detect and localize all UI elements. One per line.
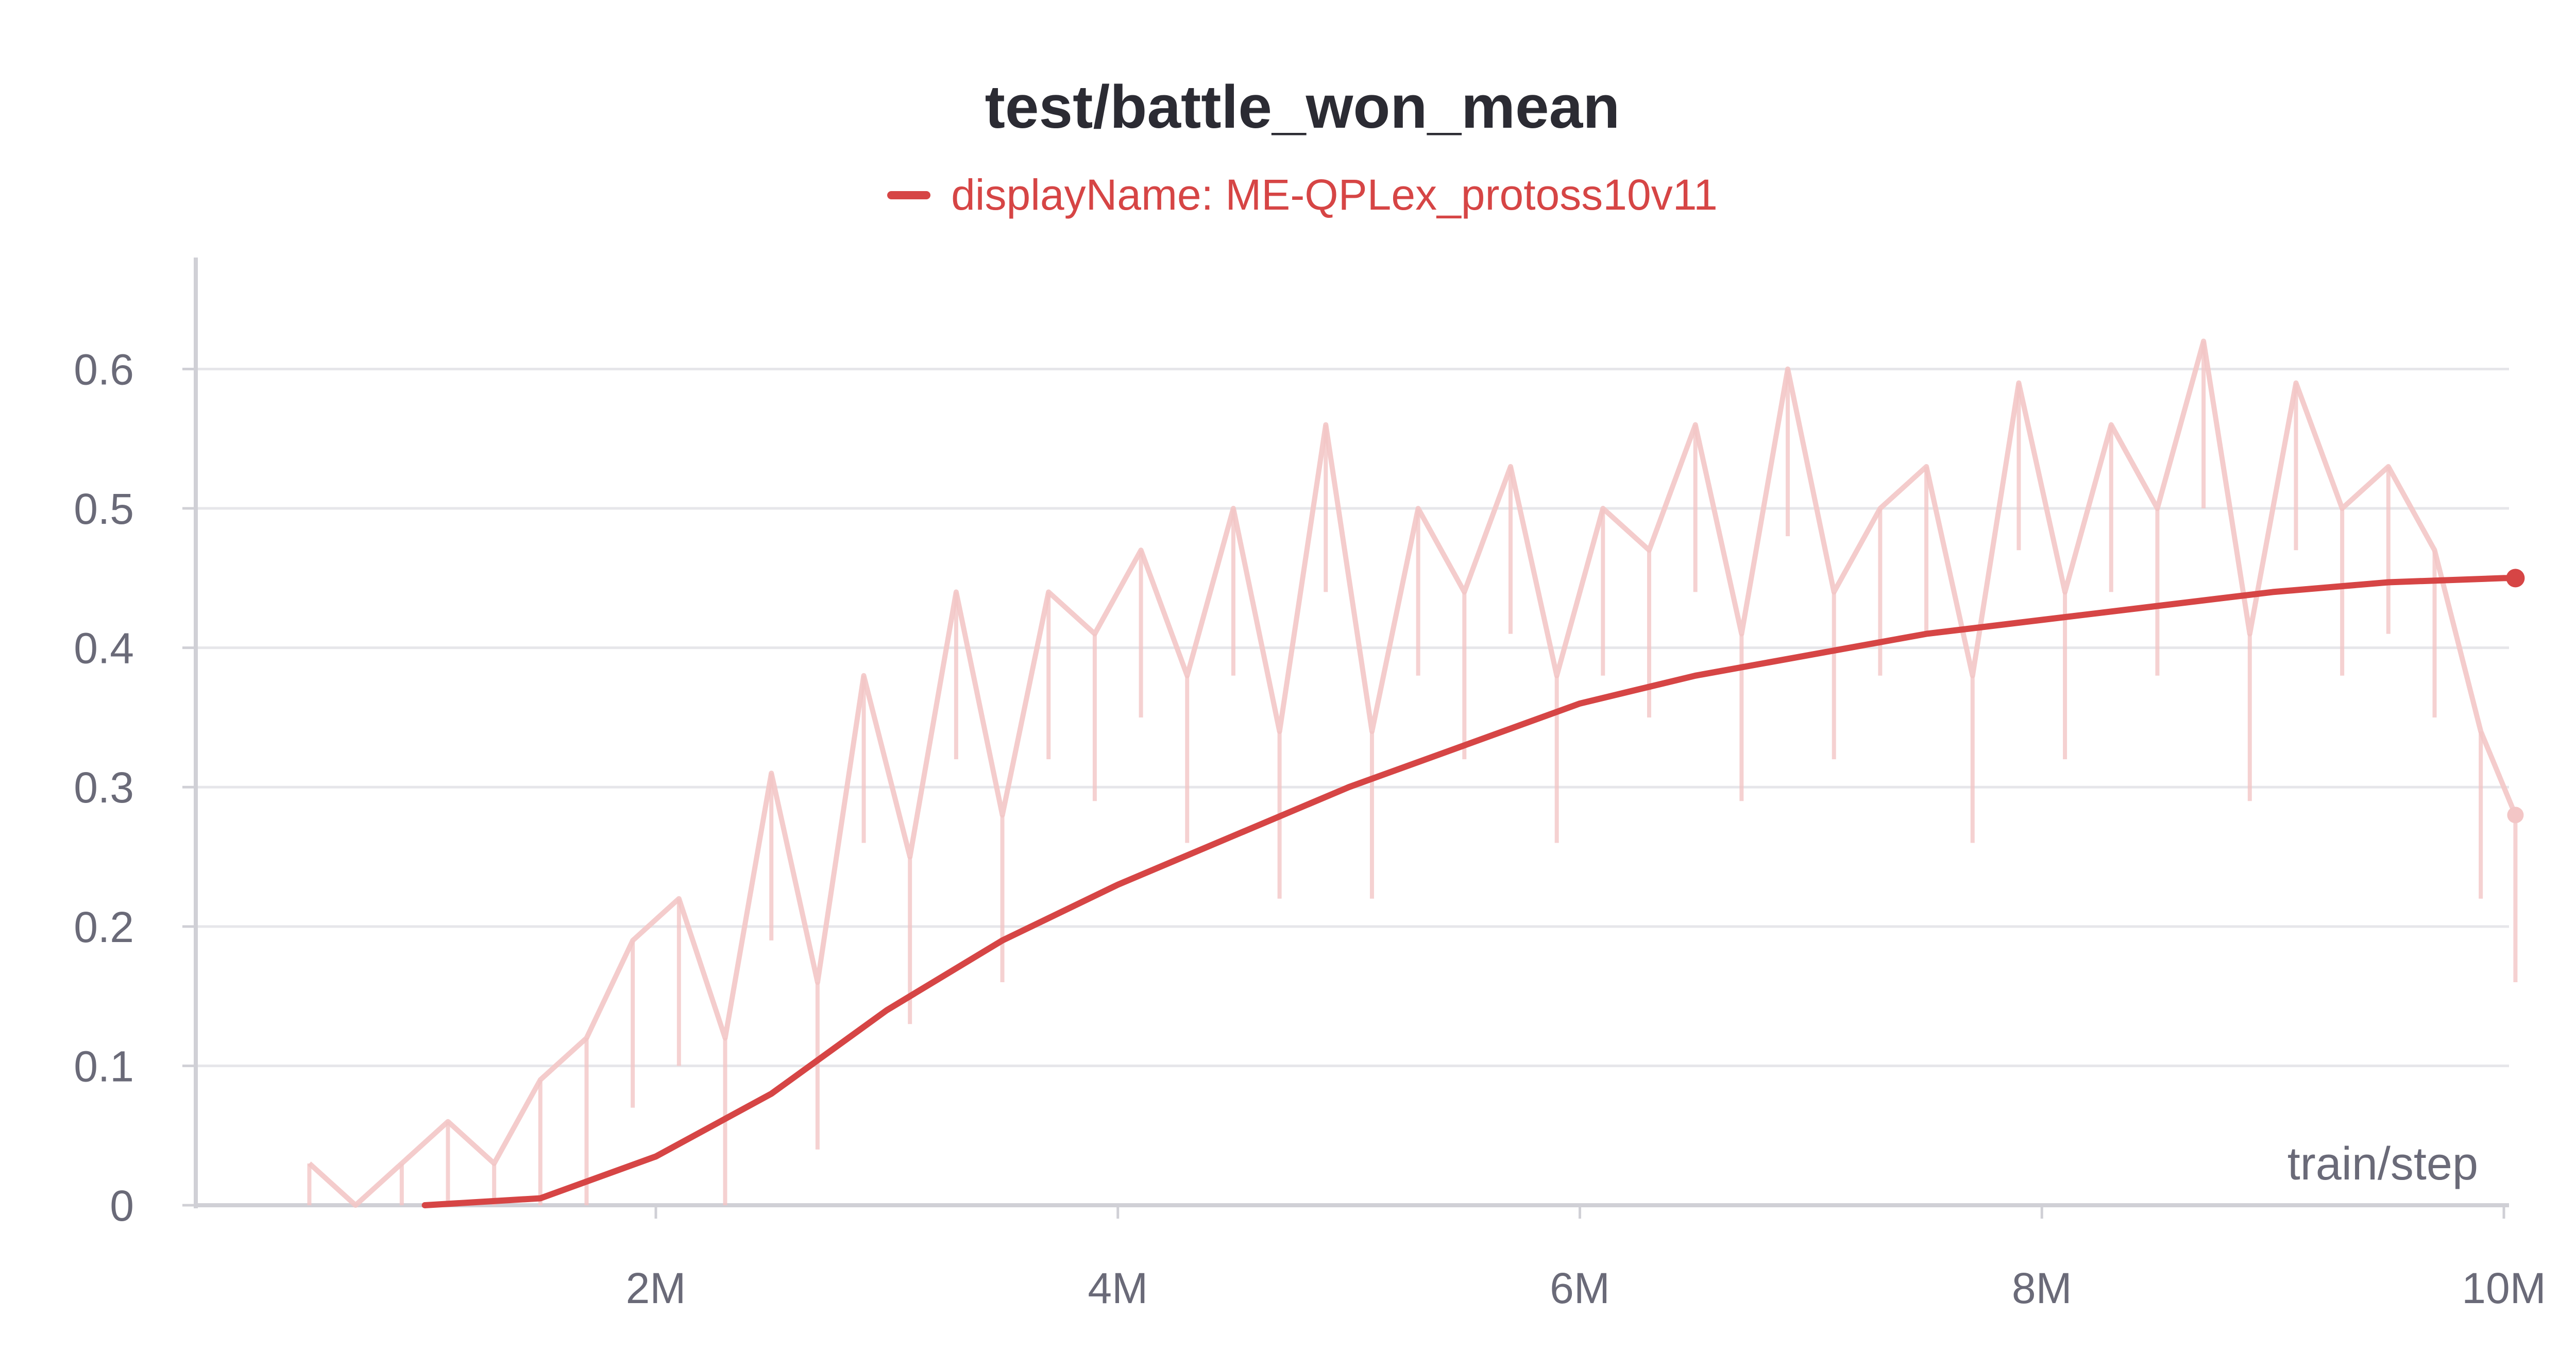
x-tick-label: 2M [626, 1264, 686, 1312]
y-tick-label: 0.4 [74, 624, 134, 673]
smoothed-series-end-point [2506, 569, 2525, 588]
raw-series [307, 338, 2524, 1208]
y-tick-label: 0.6 [74, 345, 134, 394]
x-axis-label: train/step [2287, 1138, 2478, 1190]
y-tick-label: 0 [110, 1182, 134, 1230]
x-tick-label: 8M [2012, 1264, 2072, 1312]
tick-labels: 0 0.1 0.2 0.3 0.4 0.5 0.6 2M 4M 6M 8M 10M [74, 345, 2546, 1312]
x-tick-label: 6M [1550, 1264, 1610, 1312]
raw-series-line [308, 338, 2518, 1208]
y-tick-label: 0.3 [74, 763, 134, 812]
y-tick-label: 0.1 [74, 1042, 134, 1090]
smoothed-series-line [421, 575, 2519, 1208]
raw-series-end-point [2507, 807, 2524, 824]
smoothed-series [421, 569, 2525, 1208]
y-tick-label: 0.5 [74, 485, 134, 533]
grid-lines [196, 367, 2509, 1067]
x-tick-label: 4M [1088, 1264, 1148, 1312]
chart-title: test/battle_won_mean [985, 73, 1620, 141]
axes [182, 258, 2509, 1219]
y-tick-label: 0.2 [74, 903, 134, 951]
legend[interactable]: displayName: ME-QPLex_protoss10v11 [0, 170, 2576, 220]
legend-label: displayName: ME-QPLex_protoss10v11 [951, 170, 1718, 219]
x-tick-label: 10M [2462, 1264, 2546, 1312]
legend-swatch [887, 191, 931, 199]
